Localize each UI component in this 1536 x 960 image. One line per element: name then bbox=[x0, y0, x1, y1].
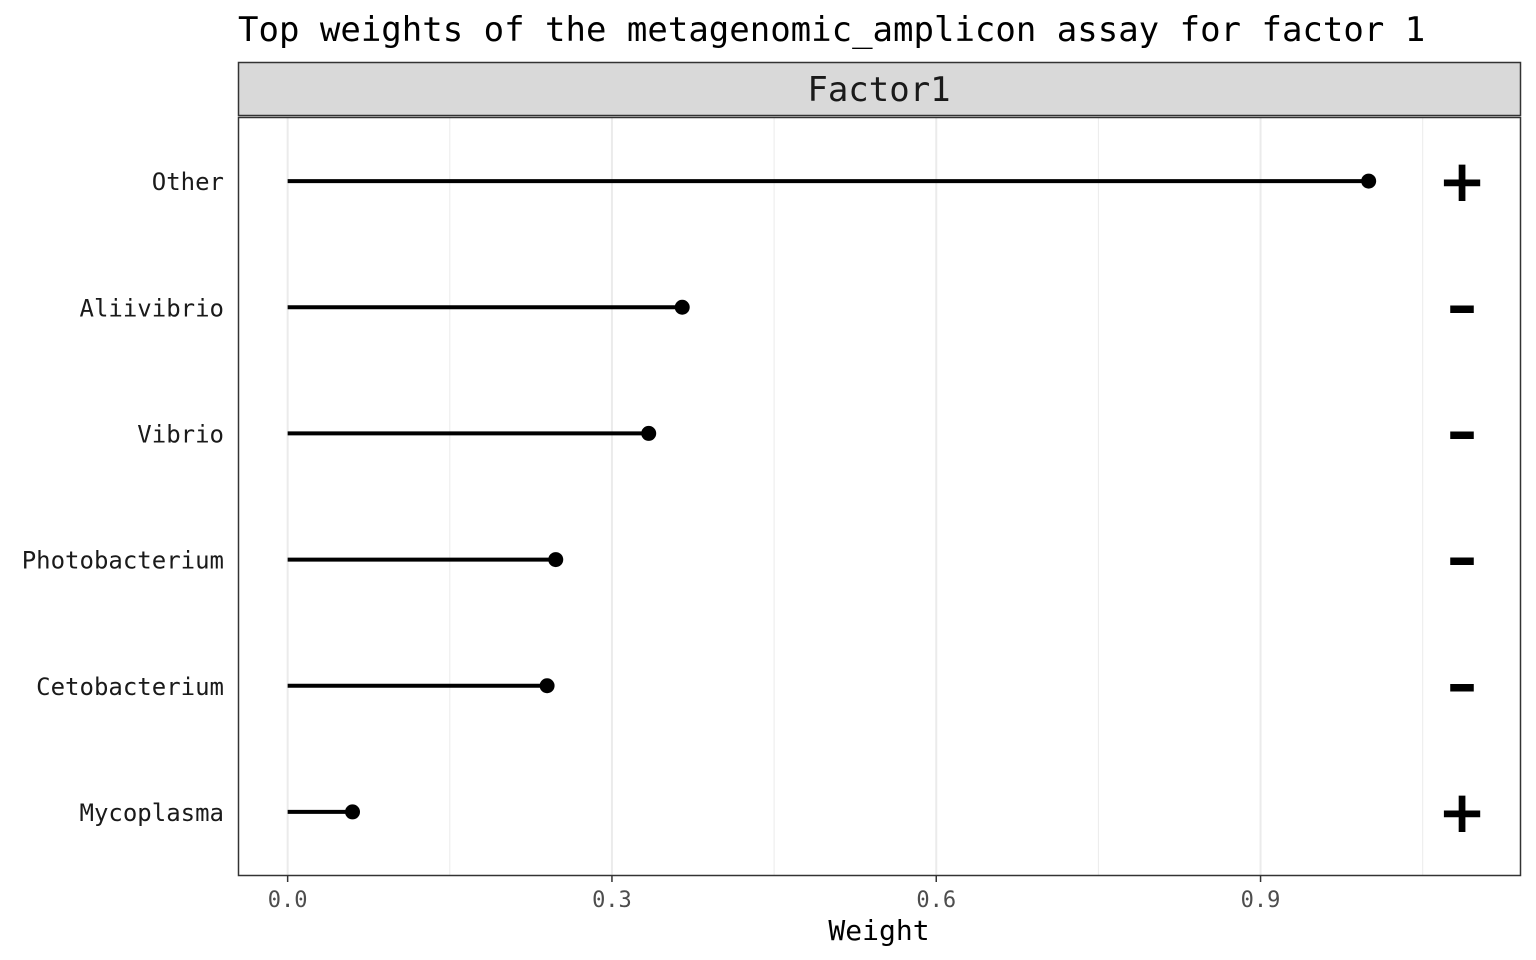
x-axis-title: Weight bbox=[828, 914, 929, 947]
feature-label-vibrio: Vibrio bbox=[137, 420, 224, 448]
feature-label-aliivibrio: Aliivibrio bbox=[80, 294, 225, 322]
sign-label-cetobacterium: – bbox=[1447, 649, 1477, 719]
facet-strip-label: Factor1 bbox=[807, 70, 950, 110]
sign-labels: + – – – – + bbox=[1438, 147, 1487, 846]
lollipop-marks bbox=[287, 173, 1377, 820]
x-tick-label-1: 0.3 bbox=[592, 888, 632, 913]
grid-lines bbox=[286, 118, 1424, 875]
facet-strip bbox=[237, 61, 1522, 117]
x-tick-label-0: 0.0 bbox=[268, 888, 308, 913]
feature-labels: Other Aliivibrio Vibrio Photobacterium Cetob… bbox=[22, 168, 224, 827]
point-cetobacterium bbox=[539, 678, 555, 694]
point-vibrio bbox=[641, 425, 657, 441]
sign-label-mycoplasma: + bbox=[1438, 778, 1487, 846]
x-tick-label-3: 0.9 bbox=[1241, 888, 1281, 913]
sign-label-other: + bbox=[1438, 147, 1487, 215]
feature-label-photobacterium: Photobacterium bbox=[22, 547, 224, 575]
feature-label-mycoplasma: Mycoplasma bbox=[80, 799, 225, 827]
panel-border bbox=[237, 116, 1522, 877]
feature-label-cetobacterium: Cetobacterium bbox=[36, 673, 224, 701]
x-tick-label-2: 0.6 bbox=[916, 888, 956, 913]
feature-label-other: Other bbox=[152, 168, 224, 196]
point-aliivibrio bbox=[674, 299, 690, 315]
point-mycoplasma bbox=[345, 804, 361, 820]
x-axis-ticks: 0.0 0.3 0.6 0.9 bbox=[268, 875, 1281, 913]
point-photobacterium bbox=[548, 552, 564, 568]
point-other bbox=[1361, 173, 1377, 189]
sign-label-vibrio: – bbox=[1447, 396, 1477, 466]
sign-label-aliivibrio: – bbox=[1447, 270, 1477, 340]
sign-label-photobacterium: – bbox=[1447, 523, 1477, 593]
chart-title: Top weights of the metagenomic_amplicon … bbox=[238, 10, 1425, 50]
